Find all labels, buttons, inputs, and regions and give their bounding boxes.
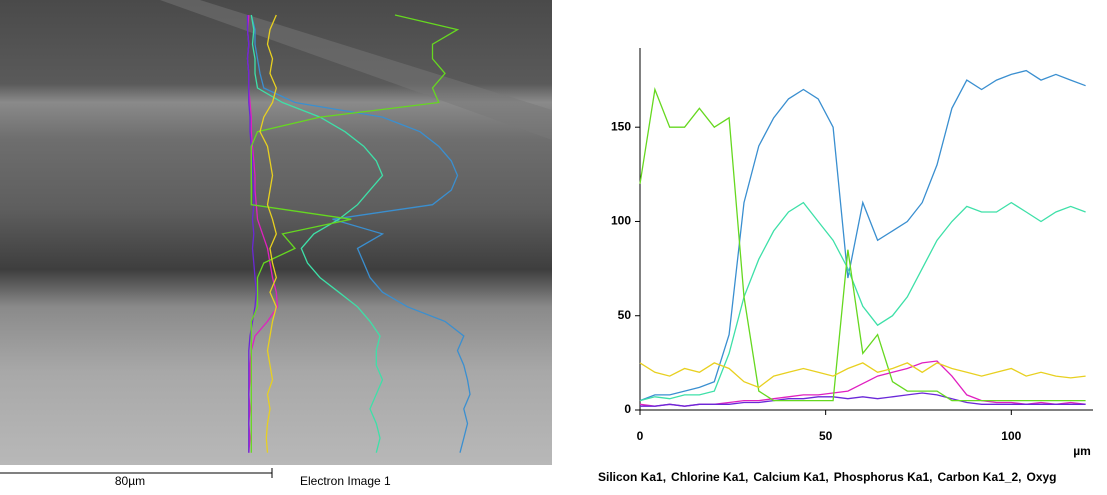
series-line <box>639 362 1086 389</box>
legend-entry: Oxyg <box>1026 470 1056 484</box>
x-axis-label: µm <box>1073 444 1091 458</box>
series-line <box>639 69 1086 402</box>
image-band <box>160 0 552 140</box>
x-tick-label: 0 <box>637 429 644 443</box>
legend: Silicon Ka1, Chlorine Ka1, Calcium Ka1, Pho… <box>598 470 1057 484</box>
y-tick-label: 150 <box>611 119 631 133</box>
x-tick-label: 50 <box>819 429 833 443</box>
legend-entry: Carbon Ka1_2, <box>937 470 1021 484</box>
legend-entry: Chlorine Ka1, <box>671 470 748 484</box>
legend-entry: Silicon Ka1, <box>598 470 666 484</box>
series-line <box>639 87 1086 402</box>
image-caption: Electron Image 1 <box>300 474 391 488</box>
scale-bar-label: 80µm <box>115 474 145 488</box>
overlay-trace <box>250 14 460 453</box>
series-line <box>640 392 1086 407</box>
overlay-trace <box>250 14 471 453</box>
y-tick-label: 100 <box>611 214 631 228</box>
overlay-trace <box>259 14 277 453</box>
legend-entry: Calcium Ka1, <box>753 470 828 484</box>
series-line <box>639 201 1086 402</box>
legend-entry: Phosphorus Ka1, <box>834 470 933 484</box>
x-tick-label: 100 <box>1001 429 1021 443</box>
overlay-trace <box>246 15 257 453</box>
line-scan-overlay <box>246 14 471 453</box>
y-tick-label: 0 <box>624 402 631 416</box>
chart: µm 0 50 100 150 0 50 100 <box>611 48 1093 458</box>
y-tick-label: 50 <box>618 308 632 322</box>
overlay-trace <box>250 14 384 453</box>
